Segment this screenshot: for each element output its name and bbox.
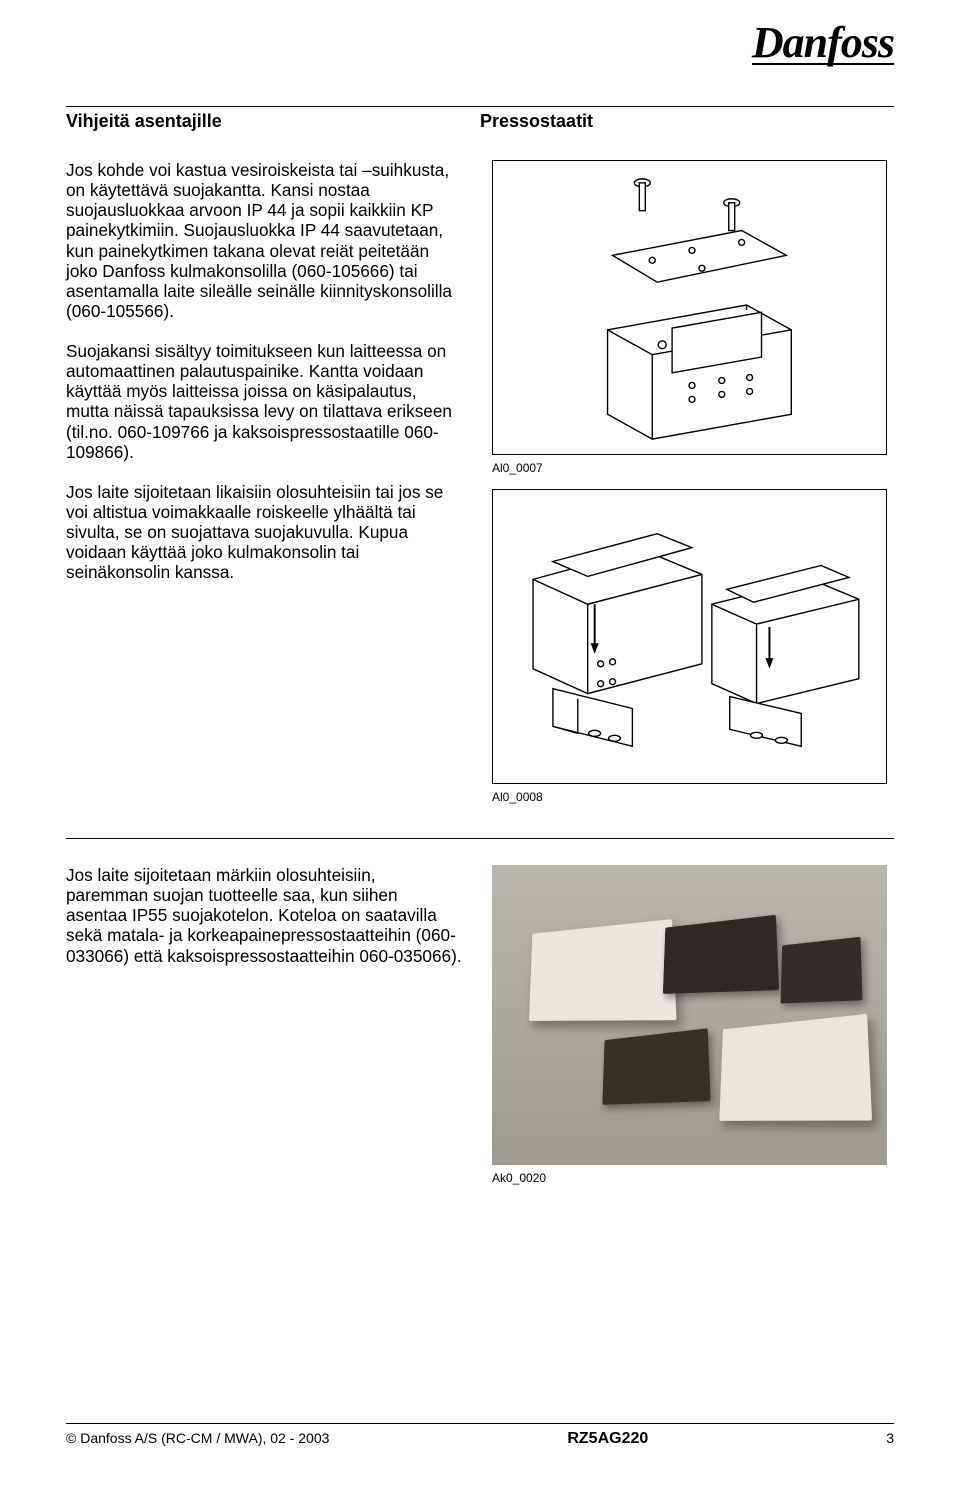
paragraph-4: Jos laite sijoitetaan märkiin olosuhteis… (66, 865, 462, 966)
main-content-row-2: Jos laite sijoitetaan märkiin olosuhteis… (66, 865, 894, 1199)
figure-3-photo (492, 865, 887, 1165)
figure-1-exploded-view (492, 160, 887, 455)
header-center: Pressostaatit (480, 111, 894, 132)
header-left: Vihjeitä asentajille (66, 111, 480, 132)
figure-column: Al0_0007 (492, 160, 894, 818)
main-content-row-1: Jos kohde voi kastua vesiroiskeista tai … (66, 160, 894, 818)
figure-2-label: Al0_0008 (492, 790, 894, 804)
brand-logo: Danfoss (752, 28, 894, 65)
text-column: Jos kohde voi kastua vesiroiskeista tai … (66, 160, 462, 818)
paragraph-1: Jos kohde voi kastua vesiroiskeista tai … (66, 160, 462, 321)
logo-text: Danfoss (752, 28, 894, 65)
screw-icon (634, 179, 739, 231)
footer-copyright: © Danfoss A/S (RC-CM / MWA), 02 - 2003 (66, 1430, 329, 1446)
text-column-2: Jos laite sijoitetaan märkiin olosuhteis… (66, 865, 462, 1199)
paragraph-2: Suojakansi sisältyy toimitukseen kun lai… (66, 341, 462, 462)
figure-1-label: Al0_0007 (492, 461, 894, 475)
section-divider (66, 838, 894, 839)
page-footer: © Danfoss A/S (RC-CM / MWA), 02 - 2003 R… (66, 1423, 894, 1448)
figure-3-label: Ak0_0020 (492, 1171, 894, 1185)
page-header-rule: Vihjeitä asentajille Pressostaatit (66, 106, 894, 132)
footer-page-number: 3 (886, 1430, 894, 1446)
footer-docid: RZ5AG220 (567, 1430, 648, 1448)
paragraph-3: Jos laite sijoitetaan likaisiin olosuhte… (66, 482, 462, 583)
figure-2-mounted-units (492, 489, 887, 784)
figure-column-2: Ak0_0020 (492, 865, 894, 1199)
